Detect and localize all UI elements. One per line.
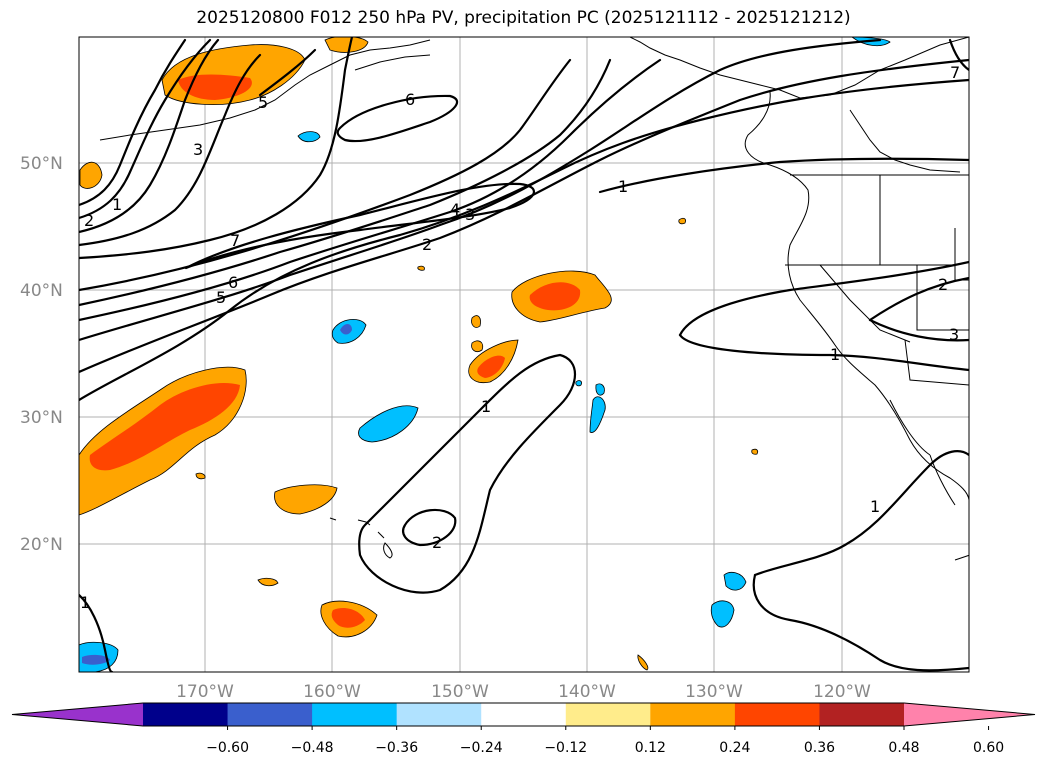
contour-label: 2	[422, 235, 432, 254]
colorbar-segment	[396, 703, 482, 726]
pv-contours	[79, 37, 969, 672]
colorbar-segment	[565, 703, 651, 726]
colorbar-segment	[819, 703, 905, 726]
contour-label: 5	[258, 93, 268, 112]
contour-label: 3	[465, 205, 475, 224]
colorbar-tick-label: −0.48	[291, 740, 334, 756]
colorbar-tick-label: −0.60	[206, 740, 249, 756]
contour-label: 3	[949, 325, 959, 344]
colorbar-tick-label: −0.24	[460, 740, 503, 756]
contour-label: 2	[938, 275, 948, 294]
colorbar-segment	[312, 703, 398, 726]
contour-label: 6	[228, 273, 238, 292]
lon-label-160w: 160°W	[303, 682, 361, 702]
latitude-labels: 50°N 40°N 30°N 20°N	[20, 154, 63, 555]
map-area	[79, 37, 969, 672]
precip-positive	[79, 37, 759, 671]
contour-labels: 1 2 3 5 6 7 6 5 4 3 2 1 1 1 2 1 2 3 7 1	[80, 63, 960, 612]
colorbar-tick-label: 0.48	[888, 740, 919, 756]
lat-label-50n: 50°N	[20, 154, 63, 174]
lat-label-30n: 30°N	[20, 408, 63, 428]
colorbar-extend-max	[904, 703, 1035, 726]
contour-label: 1	[830, 345, 840, 364]
colorbar-segment	[650, 703, 736, 726]
contour-label: 7	[950, 63, 960, 82]
colorbar-segment	[143, 703, 229, 726]
colorbar-extend-min	[12, 703, 143, 726]
colorbar-tick-label: 0.24	[719, 740, 750, 756]
lon-label-150w: 150°W	[431, 682, 489, 702]
contour-label: 5	[216, 288, 226, 307]
contour-label: 2	[432, 533, 442, 552]
contour-label: 1	[112, 195, 122, 214]
figure-title: 2025120800 F012 250 hPa PV, precipitatio…	[196, 8, 851, 28]
contour-label: 1	[618, 177, 628, 196]
colorbar-tick-label: 0.12	[635, 740, 666, 756]
lat-label-40n: 40°N	[20, 281, 63, 301]
colorbar-tick-label: −0.36	[375, 740, 418, 756]
contour-label: 1	[481, 397, 491, 416]
lon-label-170w: 170°W	[176, 682, 234, 702]
colorbar-tick-label: 0.60	[973, 740, 1004, 756]
coastlines	[99, 37, 969, 561]
colorbar-outline	[11, 702, 1036, 727]
colorbar-segment	[734, 703, 820, 726]
lon-label-140w: 140°W	[558, 682, 616, 702]
colorbar	[11, 702, 1036, 730]
lon-label-130w: 130°W	[685, 682, 743, 702]
colorbar-segment	[227, 703, 313, 726]
colorbar-tick-label: 0.36	[804, 740, 835, 756]
lon-label-120w: 120°W	[813, 682, 871, 702]
colorbar-segment	[481, 703, 567, 726]
lat-label-20n: 20°N	[20, 535, 63, 555]
contour-label: 2	[84, 211, 94, 230]
contour-label: 4	[450, 200, 460, 219]
colorbar-tick-label: −0.12	[544, 740, 587, 756]
contour-label: 1	[870, 497, 880, 516]
longitude-labels: 170°W 160°W 150°W 140°W 130°W 120°W	[176, 682, 871, 702]
contour-label: 6	[405, 90, 415, 109]
contour-label: 3	[193, 140, 203, 159]
map-frame	[78, 36, 970, 673]
contour-label: 7	[230, 231, 240, 250]
contour-label: 1	[80, 593, 90, 612]
colorbar-tick-labels: −0.60 −0.48 −0.36 −0.24 −0.12 0.12 0.24 …	[206, 740, 1004, 756]
